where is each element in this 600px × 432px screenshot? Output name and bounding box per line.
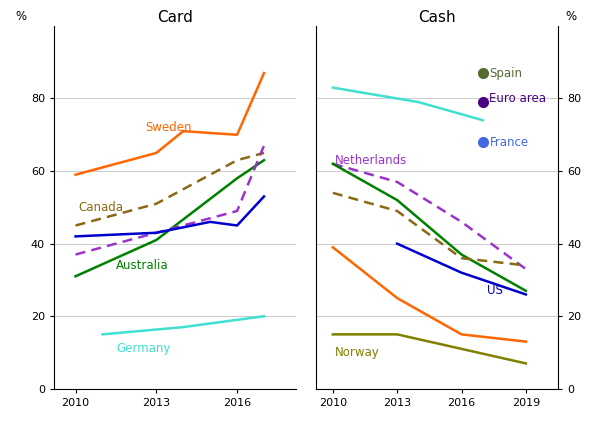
Title: Card: Card bbox=[157, 10, 193, 25]
Text: Norway: Norway bbox=[335, 346, 380, 359]
Text: Sweden: Sweden bbox=[146, 121, 192, 134]
Text: Netherlands: Netherlands bbox=[335, 154, 407, 167]
Text: %: % bbox=[15, 10, 26, 23]
Text: France: France bbox=[490, 136, 529, 149]
Text: Spain: Spain bbox=[490, 67, 523, 79]
Text: Euro area: Euro area bbox=[490, 92, 547, 105]
Text: Australia: Australia bbox=[116, 259, 169, 272]
Title: Cash: Cash bbox=[418, 10, 455, 25]
Text: Germany: Germany bbox=[116, 343, 170, 356]
Text: %: % bbox=[565, 10, 576, 23]
Text: Canada: Canada bbox=[78, 201, 123, 214]
Text: US: US bbox=[487, 284, 503, 297]
